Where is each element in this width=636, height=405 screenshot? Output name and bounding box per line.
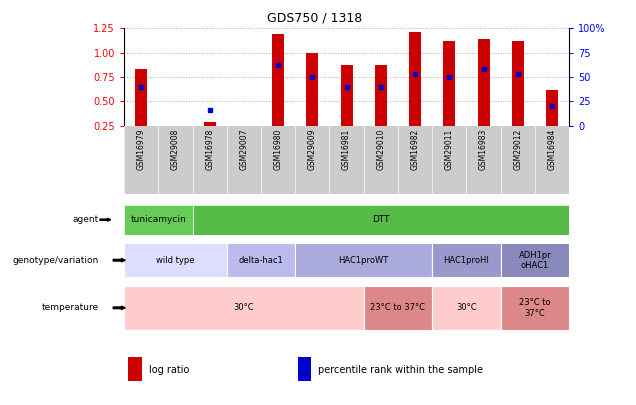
Bar [124, 286, 364, 330]
Bar [272, 34, 284, 126]
Bar [478, 39, 490, 126]
Bar [204, 122, 216, 126]
Bar [375, 65, 387, 126]
Bar [295, 243, 432, 277]
Text: GSM16978: GSM16978 [205, 129, 214, 171]
Bar [364, 286, 432, 330]
Text: GSM16980: GSM16980 [273, 129, 282, 171]
Text: delta-hac1: delta-hac1 [238, 256, 284, 265]
Bar [135, 69, 147, 126]
Bar [307, 53, 319, 126]
Text: GSM16981: GSM16981 [342, 129, 351, 170]
Bar [298, 358, 311, 381]
Text: GDS750 / 1318: GDS750 / 1318 [267, 11, 363, 24]
Bar [512, 41, 524, 126]
Text: HAC1proWT: HAC1proWT [338, 256, 389, 265]
Text: genotype/variation: genotype/variation [12, 256, 99, 265]
Text: GSM29011: GSM29011 [445, 129, 454, 170]
Text: DTT: DTT [372, 215, 390, 224]
Text: temperature: temperature [41, 303, 99, 312]
Bar [128, 358, 142, 381]
Text: GSM29007: GSM29007 [239, 129, 249, 171]
Text: GSM29010: GSM29010 [377, 129, 385, 171]
Text: percentile rank within the sample: percentile rank within the sample [318, 364, 483, 375]
Bar [501, 243, 569, 277]
Text: GSM16979: GSM16979 [137, 129, 146, 171]
Bar [227, 243, 295, 277]
Bar [432, 286, 501, 330]
Bar [501, 286, 569, 330]
Bar [443, 41, 455, 126]
Text: agent: agent [73, 215, 99, 224]
Text: 23°C to
37°C: 23°C to 37°C [519, 298, 551, 318]
Text: wild type: wild type [156, 256, 195, 265]
Text: log ratio: log ratio [149, 364, 189, 375]
Bar [124, 205, 193, 235]
Text: GSM16983: GSM16983 [479, 129, 488, 171]
Text: GSM16984: GSM16984 [548, 129, 556, 171]
Text: 30°C: 30°C [456, 303, 477, 312]
Text: HAC1proHI: HAC1proHI [443, 256, 490, 265]
Text: GSM16982: GSM16982 [411, 129, 420, 170]
Bar [124, 243, 227, 277]
Text: 30°C: 30°C [233, 303, 254, 312]
Bar [432, 243, 501, 277]
Text: GSM29012: GSM29012 [513, 129, 522, 170]
Bar [546, 90, 558, 126]
Text: tunicamycin: tunicamycin [130, 215, 186, 224]
Bar [409, 32, 421, 126]
Text: GSM29008: GSM29008 [171, 129, 180, 171]
Bar [193, 205, 569, 235]
Bar [341, 65, 352, 126]
Text: 23°C to 37°C: 23°C to 37°C [371, 303, 425, 312]
Text: GSM29009: GSM29009 [308, 129, 317, 171]
Text: ADH1pr
oHAC1: ADH1pr oHAC1 [518, 251, 551, 270]
